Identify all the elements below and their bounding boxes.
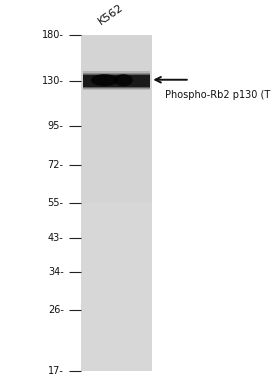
Text: 34-: 34- — [48, 267, 64, 277]
Text: Phospho-Rb2 p130 (Thr986): Phospho-Rb2 p130 (Thr986) — [165, 91, 271, 101]
Text: 72-: 72- — [48, 160, 64, 170]
Text: 55-: 55- — [48, 199, 64, 209]
Ellipse shape — [91, 74, 118, 86]
Bar — [83, 74, 150, 75]
Text: K562: K562 — [97, 2, 125, 27]
Text: 26-: 26- — [48, 305, 64, 315]
Text: 180-: 180- — [42, 30, 64, 40]
Bar — [81, 35, 152, 371]
Bar — [83, 75, 150, 86]
Text: 130-: 130- — [42, 76, 64, 86]
Ellipse shape — [114, 74, 133, 86]
Text: 95-: 95- — [48, 121, 64, 131]
Text: 17-: 17- — [48, 366, 64, 376]
Bar — [81, 204, 152, 371]
Bar — [83, 88, 150, 89]
Bar — [83, 89, 150, 90]
Bar — [83, 73, 150, 74]
Bar — [83, 86, 150, 88]
Bar — [83, 71, 150, 73]
Text: 43-: 43- — [48, 233, 64, 243]
